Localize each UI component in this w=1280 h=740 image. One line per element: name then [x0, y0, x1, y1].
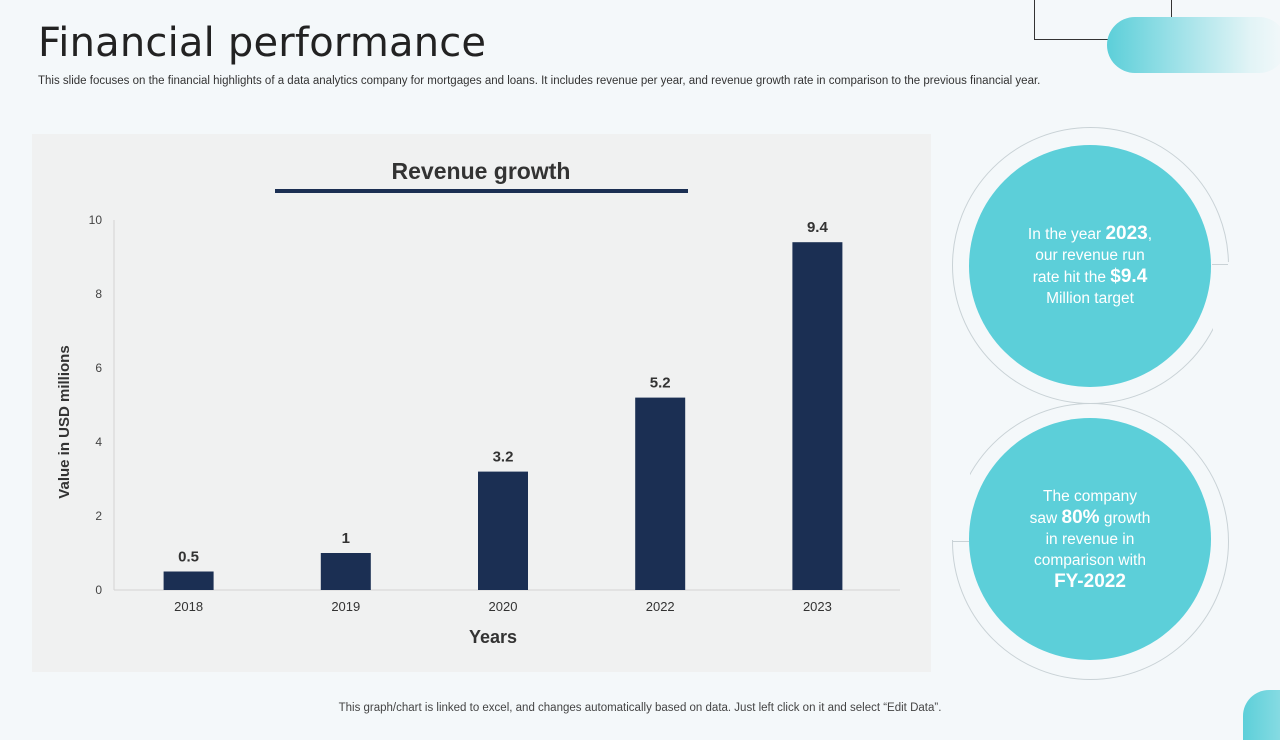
callout-line: comparison with — [1034, 552, 1146, 569]
bar-value-label: 5.2 — [650, 375, 671, 392]
y-tick-label: 10 — [89, 213, 103, 227]
y-tick-label: 4 — [95, 435, 102, 449]
footer-note: This graph/chart is linked to excel, and… — [338, 702, 942, 714]
y-tick-label: 6 — [95, 361, 102, 375]
x-tick-label: 2018 — [174, 599, 203, 614]
callout-revenue-run-rate: In the year 2023, our revenue run rate h… — [969, 145, 1211, 387]
ring-end-tick — [953, 541, 969, 542]
bar-2022 — [635, 397, 686, 590]
bar-value-label: 0.5 — [178, 549, 199, 566]
decorative-gradient-pill — [1107, 17, 1280, 73]
y-tick-label: 2 — [95, 509, 102, 523]
page-title: Financial performance — [38, 20, 487, 66]
callout-line: In the year 2023, — [1027, 223, 1153, 244]
highlight-fiscal-year: FY-2022 — [1054, 571, 1126, 592]
ring-end-tick — [1212, 264, 1228, 265]
callout-line: saw 80% growth — [1029, 507, 1151, 528]
ring-gap — [945, 400, 970, 540]
bar-2020 — [478, 471, 528, 590]
y-tick-label: 8 — [95, 287, 102, 301]
highlight-revenue: $9.4 — [1110, 266, 1148, 287]
bar-2019 — [320, 553, 371, 590]
y-axis-label: Value in USD millions — [56, 345, 73, 498]
bar-2023 — [792, 242, 843, 590]
callout-line: rate hit the $9.4 — [1032, 266, 1148, 287]
page-subtitle: This slide focuses on the financial high… — [38, 75, 1041, 87]
bar-2018 — [163, 571, 214, 590]
revenue-bar-chart: Revenue growth 0 2 4 6 8 10 0.5 2018 1 2019 3.2 20… — [56, 158, 900, 647]
bar-value-label: 3.2 — [493, 449, 514, 466]
x-tick-label: 2022 — [646, 599, 675, 614]
callout-ring-bottom — [952, 403, 1229, 680]
chart-panel: Revenue growth 0 2 4 6 8 10 0.5 2018 1 2019 3.2 20… — [32, 134, 931, 672]
chart-title: Revenue growth — [392, 158, 571, 184]
x-tick-label: 2023 — [803, 599, 832, 614]
decorative-corner-shape — [1243, 690, 1280, 740]
callout-revenue-growth: The company saw 80% growth in revenue in… — [969, 418, 1211, 660]
bar-value-label: 9.4 — [807, 219, 829, 236]
callout-line: Million target — [1046, 290, 1134, 307]
bar-value-label: 1 — [342, 530, 350, 547]
callout-line: our revenue run — [1035, 247, 1145, 264]
chart-title-underline — [275, 189, 688, 193]
callout-line: The company — [1043, 488, 1137, 505]
highlight-growth: 80% — [1061, 507, 1100, 528]
x-tick-label: 2020 — [489, 599, 518, 614]
y-tick-label: 0 — [95, 583, 102, 597]
callout-line: in revenue in — [1045, 531, 1135, 548]
highlight-year: 2023 — [1105, 223, 1148, 244]
x-axis-label: Years — [469, 627, 517, 647]
x-tick-label: 2019 — [331, 599, 360, 614]
ring-gap — [1213, 262, 1233, 412]
